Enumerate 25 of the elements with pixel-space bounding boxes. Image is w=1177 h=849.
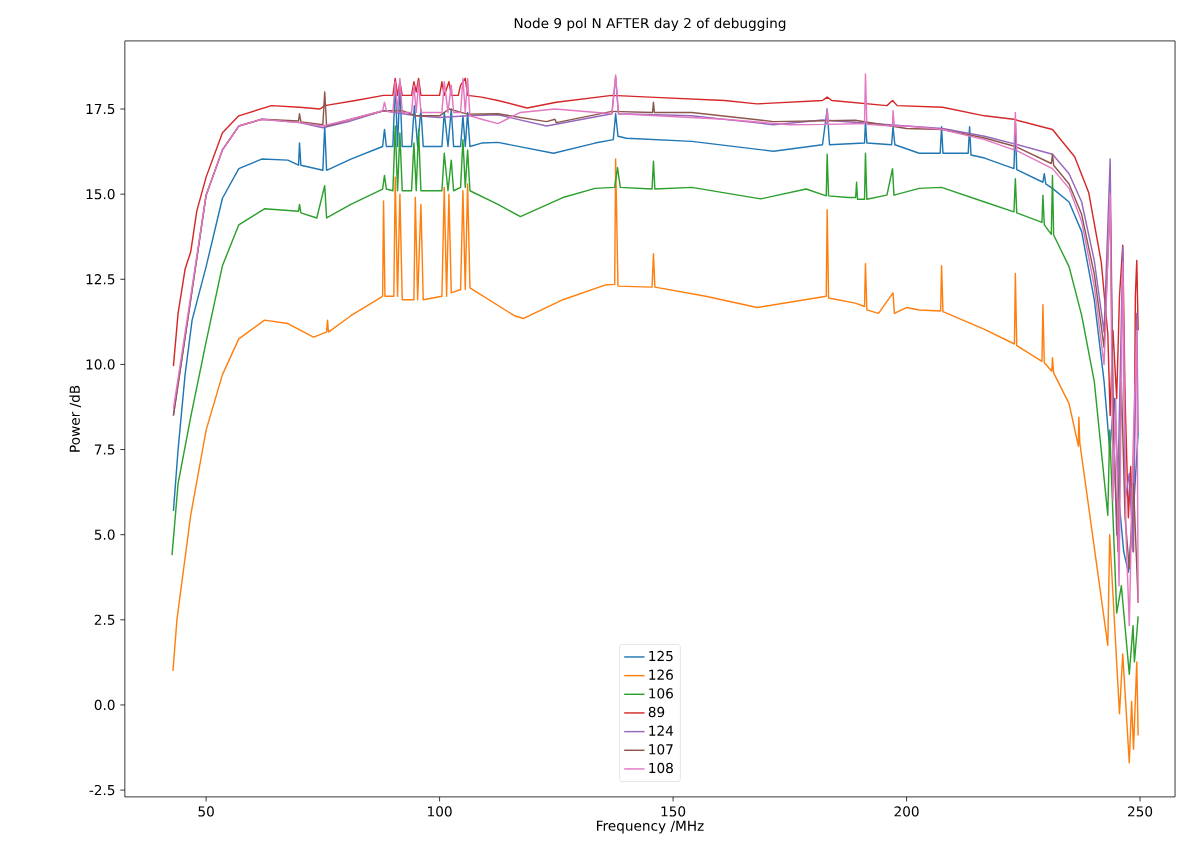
legend-label: 126	[649, 669, 673, 681]
x-tick-label: 100	[428, 806, 452, 817]
y-tick-label: 17.5	[86, 104, 115, 115]
legend-label: 106	[649, 688, 673, 699]
legend-label: 124	[649, 725, 674, 736]
y-tick-label: 5.0	[94, 529, 115, 541]
y-tick-label: 15.0	[86, 189, 115, 200]
legend-label: 108	[649, 763, 673, 774]
y-tick-label: 10.0	[86, 359, 115, 370]
y-tick-label: 12.5	[86, 274, 115, 285]
chart-title: Node 9 pol N AFTER day 2 of debugging	[514, 17, 786, 32]
legend-label: 89	[648, 707, 665, 718]
legend-label: 125	[649, 651, 673, 662]
x-axis-title: Frequency /MHz	[597, 820, 704, 834]
y-tick-label: -2.5	[89, 785, 115, 796]
x-tick-label: 150	[661, 806, 686, 817]
y-tick-label: 0.0	[94, 700, 115, 711]
y-tick-label: 7.5	[94, 444, 115, 455]
y-tick-label: 2.5	[94, 614, 115, 626]
x-tick-label: 200	[894, 806, 919, 817]
legend-label: 107	[649, 744, 673, 755]
x-tick-label: 50	[198, 806, 214, 817]
y-axis-title: Power /dB	[69, 386, 81, 452]
line-series	[172, 158, 1139, 764]
x-tick-label: 250	[1128, 806, 1153, 817]
